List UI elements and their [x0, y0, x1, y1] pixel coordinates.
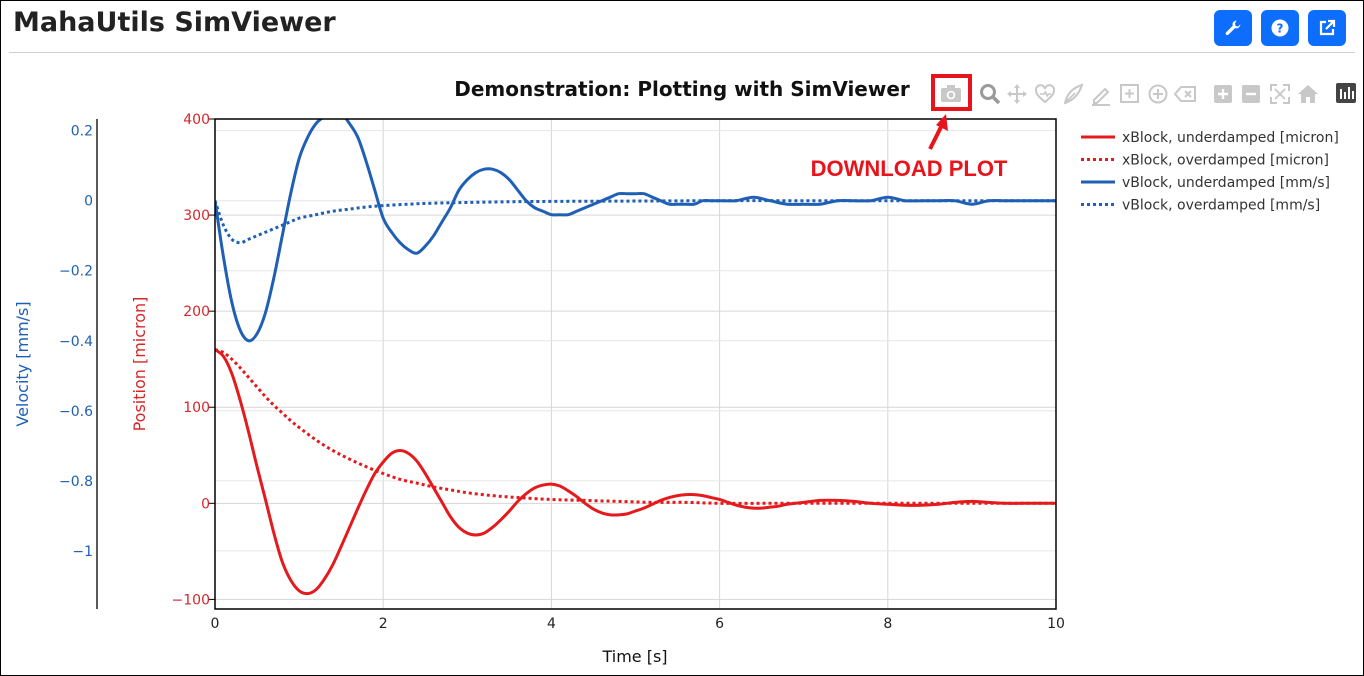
reset-axes-icon[interactable]: [1298, 85, 1318, 103]
position-tick-label: 100: [183, 400, 210, 416]
autoscale-icon[interactable]: [1270, 84, 1290, 104]
draw-closed-icon[interactable]: [1063, 83, 1084, 105]
velocity-axis-title: Velocity [mm/s]: [13, 301, 32, 426]
velocity-tick-label: −0.6: [59, 404, 93, 420]
external-link-icon: [1319, 19, 1336, 36]
velocity-axis-ticks: −1 −0.8 −0.6 −0.4 −0.2 0 0.2: [59, 124, 93, 560]
zoom-icon[interactable]: [980, 84, 1001, 105]
legend: xBlock, underdamped [micron] xBlock, over…: [1081, 130, 1339, 214]
camera-icon[interactable]: [941, 85, 961, 102]
settings-button[interactable]: [1214, 10, 1252, 46]
zoom-in-icon[interactable]: [1214, 85, 1232, 103]
annotation-arrow: [928, 114, 948, 150]
legend-item-label[interactable]: xBlock, underdamped [micron]: [1122, 130, 1339, 146]
x-tick-label: 4: [547, 616, 556, 632]
pan-icon[interactable]: [1007, 84, 1027, 104]
draw-line-icon[interactable]: [1092, 87, 1110, 106]
x-axis-ticks: 0 2 4 6 8 10: [211, 616, 1065, 632]
open-external-button[interactable]: [1308, 10, 1346, 46]
x-tick-label: 10: [1047, 616, 1065, 632]
position-tick-label: 300: [183, 208, 210, 224]
header-divider: [9, 52, 1355, 53]
position-axis-title: Position [micron]: [130, 297, 149, 432]
position-tick-label: −100: [172, 592, 210, 608]
erase-shape-icon[interactable]: [1173, 86, 1196, 102]
legend-item-label[interactable]: vBlock, overdamped [mm/s]: [1122, 198, 1320, 214]
lasso-select-icon[interactable]: [1034, 84, 1056, 104]
x-tick-label: 8: [883, 616, 892, 632]
draw-circle-icon[interactable]: [1148, 84, 1168, 104]
modebar: [941, 83, 1356, 106]
svg-text:?: ?: [1277, 22, 1284, 36]
plot-frame: [214, 118, 1057, 610]
legend-item-label[interactable]: vBlock, underdamped [mm/s]: [1122, 175, 1330, 191]
camera-highlight-box: [931, 74, 972, 111]
question-icon: ?: [1271, 19, 1289, 37]
wrench-icon: [1225, 20, 1241, 36]
series-line-1[interactable]: [215, 348, 1056, 596]
x-axis-title: Time [s]: [601, 647, 667, 666]
plotly-logo-icon[interactable]: [1336, 83, 1356, 103]
position-tick-label: 400: [183, 112, 210, 128]
velocity-tick-label: −0.2: [59, 264, 93, 280]
velocity-tick-label: −0.8: [59, 474, 93, 490]
series-layer: [215, 119, 1056, 596]
app-title: MahaUtils SimViewer: [13, 7, 336, 38]
x-tick-label: 6: [715, 616, 724, 632]
zoom-out-icon[interactable]: [1242, 85, 1260, 103]
draw-rect-icon[interactable]: [1120, 84, 1139, 103]
help-button[interactable]: ?: [1261, 10, 1299, 46]
chart-title: Demonstration: Plotting with SimViewer: [454, 77, 910, 101]
velocity-tick-label: −1: [72, 544, 93, 560]
position-axis-ticks: −100 0 100 200 300 400: [172, 112, 215, 608]
x-tick-label: 2: [379, 616, 388, 632]
position-tick-label: 200: [183, 304, 210, 320]
annotation-label: DOWNLOAD PLOT: [811, 156, 1008, 181]
position-tick-label: 0: [201, 496, 210, 512]
legend-item-label[interactable]: xBlock, overdamped [micron]: [1122, 153, 1329, 169]
velocity-tick-label: 0.2: [71, 124, 93, 140]
velocity-tick-label: −0.4: [59, 334, 93, 350]
x-tick-label: 0: [211, 616, 220, 632]
velocity-tick-label: 0: [84, 194, 93, 210]
